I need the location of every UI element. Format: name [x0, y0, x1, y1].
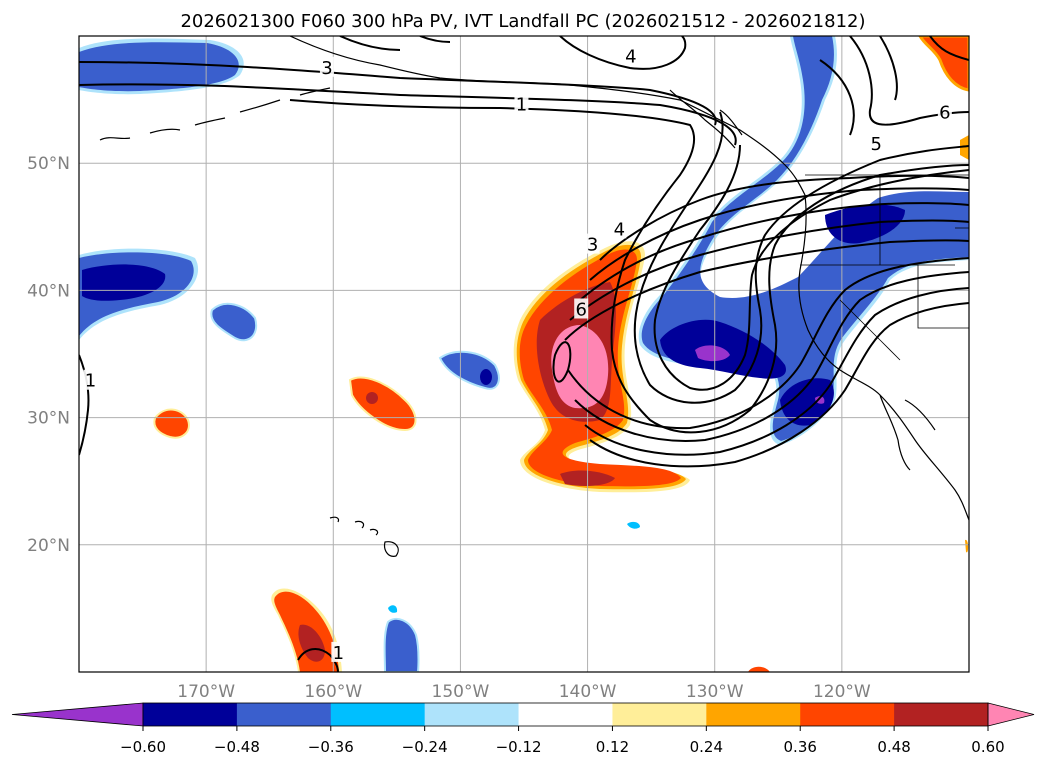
- contour-label: 6: [575, 299, 586, 320]
- lon-tick-label: 130°W: [686, 682, 744, 702]
- ivt-contour-line: [567, 257, 969, 430]
- contour-label: 6: [939, 102, 950, 123]
- lat-tick-label: 30°N: [27, 409, 70, 429]
- ivt-contours: [79, 36, 969, 672]
- lon-tick-label: 120°W: [813, 682, 871, 702]
- ivt-contour-line: [879, 36, 969, 101]
- contour-label: 1: [85, 371, 96, 392]
- pv-positive-ne-corner: [918, 36, 969, 92]
- ivt-contour-line: [564, 239, 969, 341]
- coastlines: [99, 36, 969, 557]
- contour-label-bg: [585, 233, 600, 254]
- colorbar-extend-max: [987, 702, 1035, 727]
- figure-title: 2026021300 F060 300 hPa PV, IVT Landfall…: [180, 11, 865, 32]
- ivt-contour-line: [574, 271, 969, 442]
- contour-label-bg: [869, 133, 884, 154]
- colorbar-segment: [424, 703, 520, 726]
- colorbar-segment: [236, 703, 332, 726]
- colorbar-extend-min: [11, 702, 144, 727]
- colorbar-segment: [706, 703, 801, 726]
- ivt-contour-line: [297, 648, 339, 672]
- ivt-contour-line: [79, 61, 717, 126]
- pv-anomaly-fills: [79, 36, 969, 672]
- ivt-contour-line: [589, 302, 969, 468]
- ivt-contour-line: [79, 354, 90, 456]
- ivt-contour-line: [569, 219, 969, 321]
- colorbar: −0.60 −0.48 −0.36 −0.24 −0.12 0.12 0.24 0.36 0.4…: [11, 702, 1035, 756]
- coastline-hawaii: [329, 516, 399, 557]
- colorbar-tick-label: 0.48: [877, 738, 910, 756]
- coastline-baja: [879, 394, 936, 471]
- ivt-contour-line: [589, 187, 969, 281]
- colorbar-tick-label: −0.60: [120, 738, 166, 756]
- ivt-contour-line: [339, 36, 451, 51]
- political-borders: [800, 174, 969, 361]
- colorbar-segment: [330, 703, 426, 726]
- colorbar-tick-label: 0.12: [596, 738, 629, 756]
- colorbar-tick-label: 0.36: [784, 738, 817, 756]
- colorbar-tick-label: −0.24: [402, 738, 448, 756]
- colorbar-tick-label: −0.48: [214, 738, 260, 756]
- ivt-contour-line: [584, 287, 969, 456]
- colorbar-tick-label: −0.12: [496, 738, 542, 756]
- lon-tick-label: 160°W: [304, 682, 362, 702]
- ivt-contour-line: [552, 341, 572, 383]
- coastline-us-west: [798, 194, 969, 521]
- contour-label: 4: [625, 46, 636, 67]
- pv-negative-west-blob: [79, 248, 199, 340]
- contour-label-bg: [319, 56, 334, 77]
- latitude-labels: 50°N 40°N 30°N 20°N: [27, 154, 70, 556]
- pv-positive-main-blob: [513, 241, 690, 493]
- contour-label-bg: [83, 369, 98, 390]
- lat-tick-label: 50°N: [27, 154, 70, 174]
- map-gridlines: [79, 36, 969, 672]
- contour-label: 1: [516, 95, 527, 116]
- contour-label-bg: [937, 101, 952, 122]
- pv-negative-nw-blob: [79, 38, 244, 95]
- contour-label-bg: [612, 218, 627, 239]
- lon-tick-label: 170°W: [177, 682, 235, 702]
- contour-label-bg: [514, 93, 529, 114]
- contour-label-bg: [623, 45, 638, 66]
- colorbar-tick-label: 0.24: [690, 738, 723, 756]
- ivt-contour-line: [559, 36, 687, 70]
- contour-label: 5: [870, 134, 881, 155]
- coastline-aleutians: [99, 87, 331, 141]
- contour-label: 4: [614, 219, 625, 240]
- coastline-se-alaska: [669, 89, 743, 149]
- pv-positive-small-blob-b: [348, 376, 417, 432]
- colorbar-segment: [143, 703, 238, 726]
- pv-negative-small-blob-a: [210, 302, 258, 342]
- longitude-labels: 170°W 160°W 150°W 140°W 130°W 120°W: [177, 682, 871, 702]
- colorbar-tick-label: 0.60: [971, 738, 1004, 756]
- coastline-alaska-bc: [289, 36, 806, 196]
- contour-label: 3: [587, 235, 598, 256]
- pv-negative-south-blob: [383, 617, 420, 672]
- lat-tick-label: 20°N: [27, 536, 70, 556]
- contour-label: 3: [321, 58, 332, 79]
- ivt-contour-line: [79, 83, 737, 146]
- pv-positive-small-blob-a: [153, 408, 190, 439]
- colorbar-segment: [800, 703, 895, 726]
- colorbar-segment: [894, 703, 989, 726]
- map-frame: [78, 35, 970, 673]
- contour-label-bg: [331, 641, 346, 662]
- ivt-contour-line: [599, 174, 969, 261]
- colorbar-frame: [142, 702, 989, 727]
- colorbar-segment: [518, 703, 613, 726]
- ivt-contour-line: [653, 144, 969, 391]
- lat-tick-label: 40°N: [27, 281, 70, 301]
- colorbar-segment: [612, 703, 707, 726]
- colorbar-tick-label: −0.36: [308, 738, 354, 756]
- lon-tick-label: 150°W: [432, 682, 490, 702]
- contour-label-bg: [574, 298, 589, 319]
- contour-label: 1: [333, 643, 344, 664]
- lon-tick-label: 140°W: [559, 682, 617, 702]
- ivt-contour-line: [579, 202, 969, 301]
